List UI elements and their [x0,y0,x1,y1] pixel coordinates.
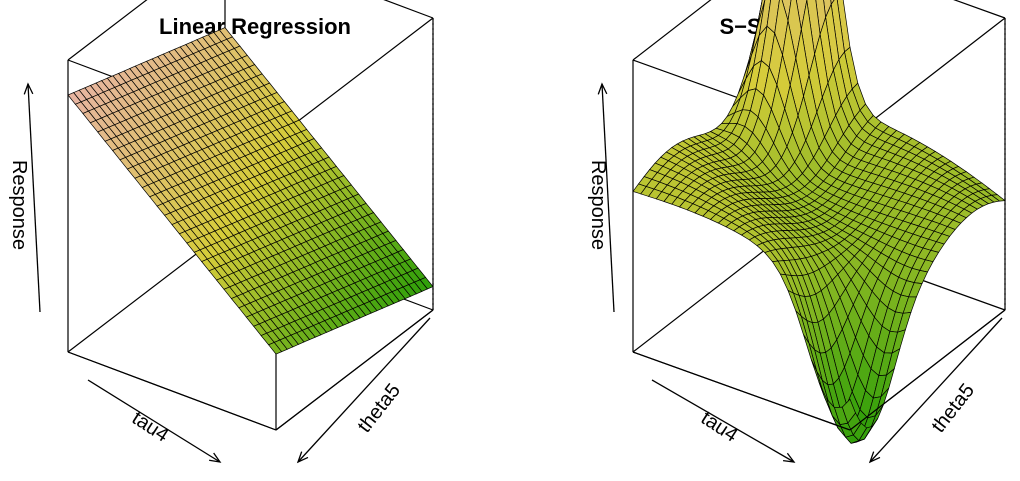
x-axis-arrow-head [783,453,794,462]
z-axis-label: Response [587,160,609,250]
surface-plot-s-soda: Response tau4 theta5 [510,0,1020,481]
y-axis-label: theta5 [927,380,979,437]
surface-mesh [633,0,1005,443]
x-axis-arrow-head [209,453,220,462]
x-axis-label: tau4 [697,407,742,447]
box-edge [68,352,276,430]
box-edge [225,0,433,18]
panel-linear-regression: Linear Regression Response tau4 theta5 [0,0,510,481]
surface-plot-linear: Response tau4 theta5 [0,0,510,481]
y-axis-label: theta5 [353,380,405,437]
z-axis-label: Response [8,160,30,250]
x-axis-label: tau4 [128,407,173,447]
y-axis-arrow [298,318,430,462]
surface-mesh [68,28,433,355]
